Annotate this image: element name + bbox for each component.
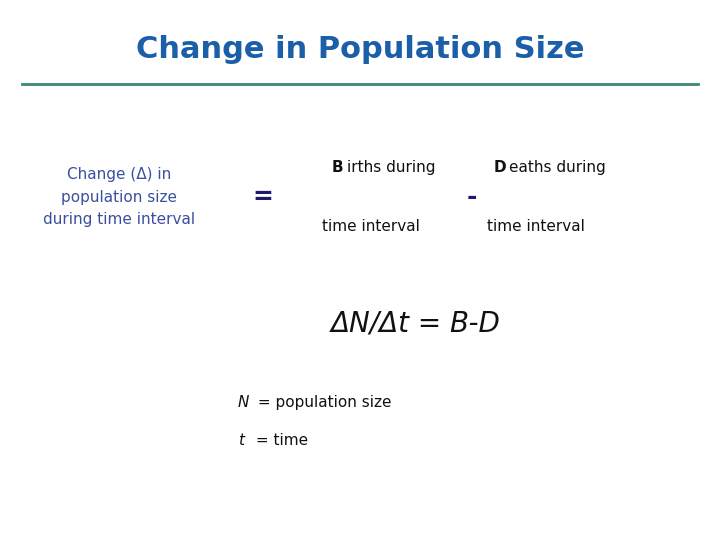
Text: -: - <box>467 185 477 209</box>
Text: N: N <box>238 395 249 410</box>
Text: ΔN/Δt = B-D: ΔN/Δt = B-D <box>331 310 501 338</box>
Text: eaths during: eaths during <box>509 160 606 175</box>
Text: = population size: = population size <box>253 395 392 410</box>
Text: = time: = time <box>251 433 307 448</box>
Text: Change (Δ) in
population size
during time interval: Change (Δ) in population size during tim… <box>42 167 195 227</box>
Text: t: t <box>238 433 243 448</box>
Text: D: D <box>493 160 506 175</box>
Text: =: = <box>253 185 273 209</box>
Text: B: B <box>331 160 343 175</box>
Text: time interval: time interval <box>322 219 420 234</box>
Text: irths during: irths during <box>347 160 436 175</box>
Text: time interval: time interval <box>487 219 585 234</box>
Text: Change in Population Size: Change in Population Size <box>136 35 584 64</box>
